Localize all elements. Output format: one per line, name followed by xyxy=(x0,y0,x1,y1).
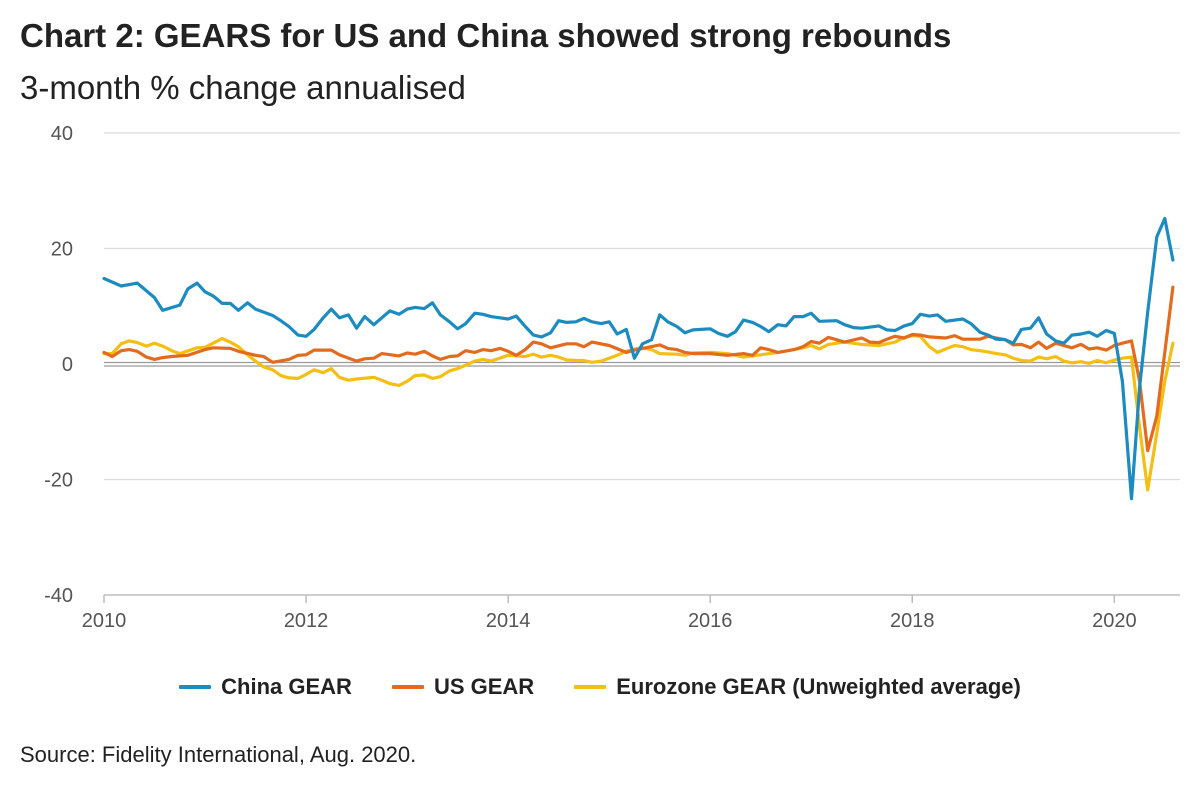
legend-label-us: US GEAR xyxy=(433,674,535,699)
legend-swatch-us xyxy=(391,685,424,689)
source-note: Source: Fidelity International, Aug. 202… xyxy=(20,742,417,767)
line-chart: 40 20 0 -20 -40 2010 2012 2014 2016 2018 2020 xyxy=(44,123,1180,632)
gridlines xyxy=(104,132,1180,481)
x-tick-label: 2020 xyxy=(1092,610,1137,632)
y-tick-label: 0 xyxy=(62,354,73,376)
chart-title: Chart 2: GEARS for US and China showed s… xyxy=(20,17,952,54)
x-axis: 2010 2012 2014 2016 2018 2020 xyxy=(82,594,1180,632)
x-tick-label: 2014 xyxy=(486,610,531,632)
series-lines xyxy=(102,216,1175,501)
legend: China GEAR US GEAR Eurozone GEAR (Unweig… xyxy=(0,674,1200,700)
series-line-eurozone-gear xyxy=(102,334,1175,492)
series-line-china-gear xyxy=(102,216,1175,501)
legend-item-us[interactable]: US GEAR xyxy=(391,674,535,700)
legend-item-china[interactable]: China GEAR xyxy=(179,674,352,700)
legend-label-eurozone: Eurozone GEAR (Unweighted average) xyxy=(616,674,1021,699)
x-tick-label: 2012 xyxy=(284,610,329,632)
series-line-us-gear xyxy=(102,285,1175,453)
x-tick-label: 2016 xyxy=(688,610,733,632)
x-tick-label: 2018 xyxy=(890,610,935,632)
legend-swatch-china xyxy=(179,685,212,689)
y-tick-label: 40 xyxy=(51,123,73,145)
y-axis-tick-labels: 40 20 0 -20 -40 xyxy=(44,123,73,607)
legend-label-china: China GEAR xyxy=(221,674,352,699)
y-tick-label: -40 xyxy=(44,585,73,607)
legend-item-eurozone[interactable]: Eurozone GEAR (Unweighted average) xyxy=(574,674,1021,700)
y-tick-label: 20 xyxy=(51,239,73,261)
chart-subtitle: 3-month % change annualised xyxy=(20,69,466,106)
legend-swatch-eurozone xyxy=(574,685,607,689)
x-tick-label: 2010 xyxy=(82,610,127,632)
y-tick-label: -20 xyxy=(44,470,73,492)
